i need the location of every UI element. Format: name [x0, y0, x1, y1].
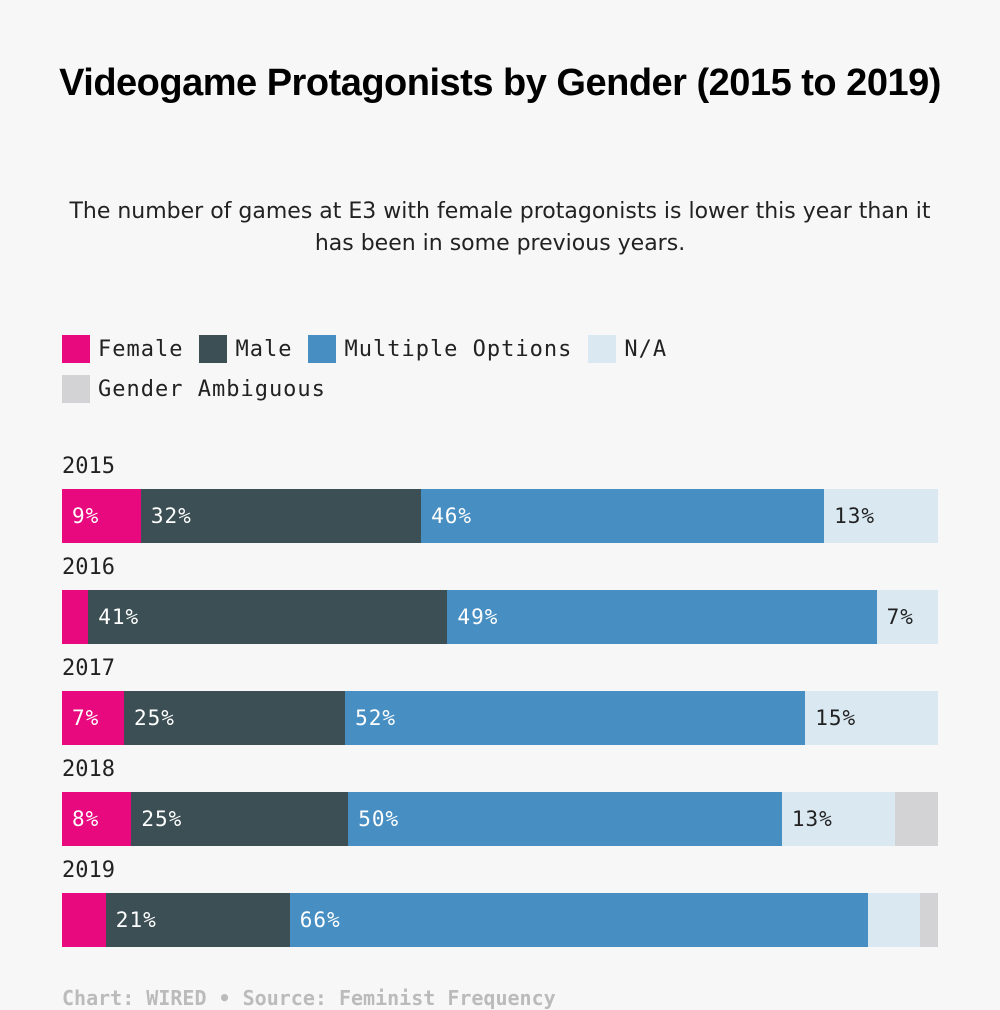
data-label: 7% — [886, 605, 914, 629]
bar-segment — [867, 893, 921, 947]
chart-title: Videogame Protagonists by Gender (2015 t… — [59, 62, 941, 104]
bar-segment: 7% — [62, 691, 124, 745]
legend-swatch — [62, 335, 90, 363]
legend-label: N/A — [624, 336, 668, 362]
stacked-bar: 41% 49% 7% — [62, 590, 938, 644]
legend-swatch — [62, 375, 90, 403]
chart-subtitle: The number of games at E3 with female pr… — [69, 199, 931, 256]
data-label: 13% — [834, 504, 876, 528]
data-label: 50% — [358, 807, 400, 831]
category-label: 2016 — [62, 555, 115, 580]
data-label: 32% — [150, 504, 192, 528]
bar-segment — [62, 590, 89, 644]
legend-item: N/A — [588, 334, 667, 364]
bar-segment: 8% — [62, 792, 132, 846]
stacked-bar: 21% 66% — [62, 893, 938, 947]
category-label: 2019 — [62, 858, 115, 883]
data-label: 25% — [133, 706, 175, 730]
bar-segment: 7% — [876, 590, 938, 644]
bar-segment — [62, 893, 106, 947]
data-label: 7% — [72, 706, 100, 730]
category-label: 2017 — [62, 656, 115, 681]
legend-swatch — [308, 335, 337, 363]
data-label: 52% — [355, 706, 397, 730]
legend-item: Female — [62, 334, 183, 364]
legend-item: Gender Ambiguous — [62, 374, 326, 404]
legend-label: Male — [235, 336, 293, 362]
data-label: 25% — [141, 807, 183, 831]
legend-swatch — [199, 335, 228, 363]
bar-row: 2015 9% 32% 46% 13% — [62, 452, 938, 553]
bar-segment — [920, 893, 938, 947]
bar-segment: 9% — [62, 489, 141, 543]
bar-segment: 25% — [123, 691, 346, 745]
bar-segment: 21% — [105, 893, 290, 947]
bar-segment: 49% — [447, 590, 877, 644]
legend-item: Multiple Options — [308, 334, 572, 364]
bar-segment: 13% — [781, 792, 895, 846]
legend-label: Gender Ambiguous — [98, 376, 326, 402]
data-label: 9% — [72, 504, 100, 528]
data-label: 15% — [815, 706, 857, 730]
data-label: 49% — [457, 605, 499, 629]
data-label: 21% — [115, 908, 157, 932]
bar-segment: 50% — [348, 792, 782, 846]
bar-segment: 41% — [88, 590, 448, 644]
bar-segment: 66% — [289, 893, 868, 947]
bar-segment: 32% — [140, 489, 422, 543]
bar-segment: 25% — [131, 792, 349, 846]
legend-label: Female — [98, 336, 184, 362]
bar-segment: 15% — [805, 691, 938, 745]
data-label: 41% — [98, 605, 140, 629]
bar-row: 2018 8% 25% 50% 13% — [62, 755, 938, 856]
bar-segment — [894, 792, 938, 846]
data-label: 66% — [299, 908, 341, 932]
chart-footer: Chart: WIRED • Source: Feminist Frequenc… — [62, 986, 556, 1010]
data-label: 8% — [72, 807, 100, 831]
legend: Female Male Multiple Options N/A Gender Ambi… — [62, 334, 942, 414]
data-label: 13% — [791, 807, 833, 831]
category-label: 2015 — [62, 454, 115, 479]
legend-swatch — [588, 335, 617, 363]
data-label: 46% — [431, 504, 473, 528]
stacked-bar: 9% 32% 46% 13% — [62, 489, 938, 543]
stacked-bar: 8% 25% 50% 13% — [62, 792, 938, 846]
bar-segment: 13% — [824, 489, 938, 543]
bar-row: 2016 41% 49% 7% — [62, 553, 938, 654]
legend-item: Male — [199, 334, 292, 364]
bar-row: 2019 21% 66% — [62, 856, 938, 957]
bar-segment: 46% — [421, 489, 825, 543]
stacked-bar: 7% 25% 52% 15% — [62, 691, 938, 745]
stacked-bar-chart: 2015 9% 32% 46% 13% 2016 41% 49% 7% 2017 7% 25% 52% 1… — [62, 452, 938, 957]
bar-segment: 52% — [345, 691, 806, 745]
category-label: 2018 — [62, 757, 115, 782]
bar-row: 2017 7% 25% 52% 15% — [62, 654, 938, 755]
legend-label: Multiple Options — [344, 336, 573, 362]
